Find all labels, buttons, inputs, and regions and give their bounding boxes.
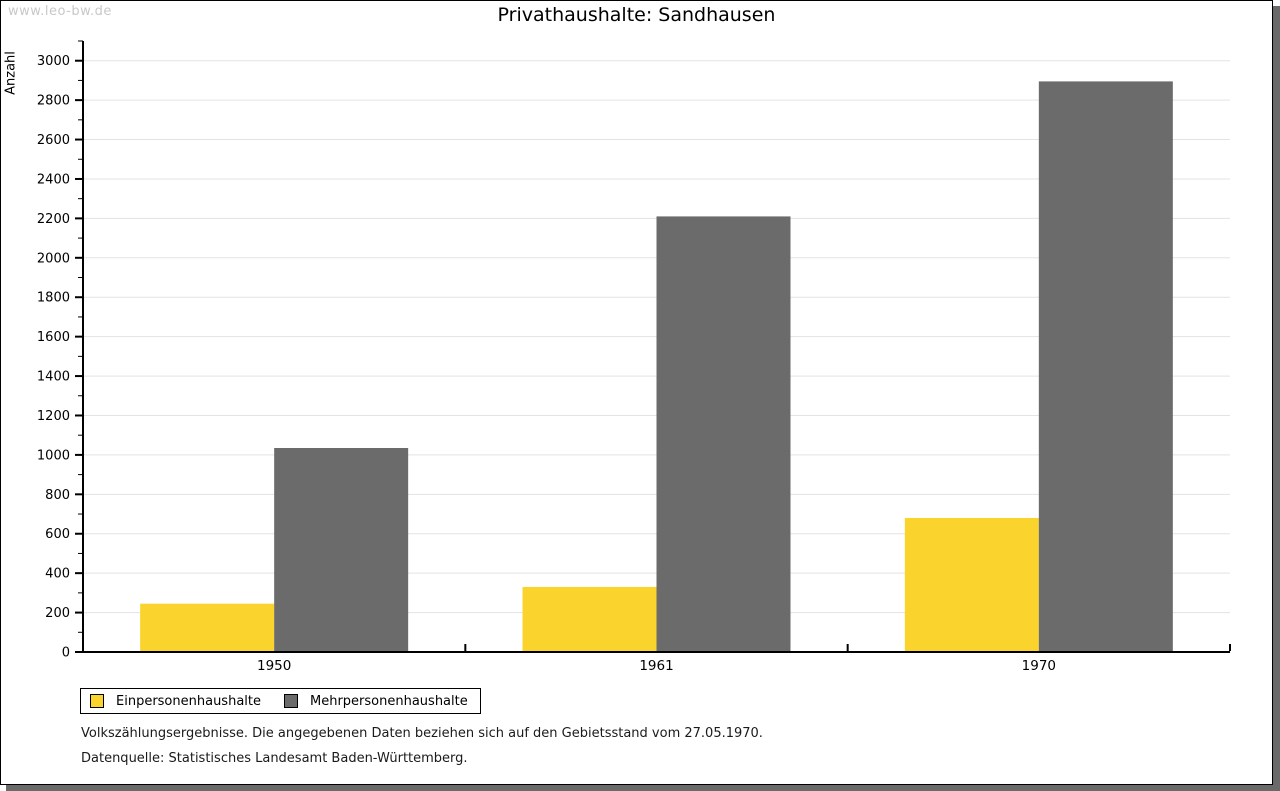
bar-einpersonenhaushalte-1970 xyxy=(904,517,1039,652)
chart-title: Privathaushalte: Sandhausen xyxy=(497,4,776,26)
y-tick-label-2200: 2200 xyxy=(37,212,70,227)
legend-swatch-einpersonenhaushalte xyxy=(90,694,104,708)
legend-swatch-mehrpersonenhaushalte xyxy=(284,694,298,708)
bar-mehrpersonenhaushalte-1950 xyxy=(274,448,409,652)
y-tick-label-2600: 2600 xyxy=(37,133,70,148)
y-tick-label-800: 800 xyxy=(45,488,70,503)
y-tick-label-3000: 3000 xyxy=(37,54,70,69)
bar-mehrpersonenhaushalte-1970 xyxy=(1038,81,1173,652)
legend: Einpersonenhaushalte Mehrpersonenhaushal… xyxy=(80,688,481,714)
x-tick-label-1950: 1950 xyxy=(257,658,291,674)
y-tick-label-400: 400 xyxy=(45,567,70,582)
y-tick-label-0: 0 xyxy=(62,646,70,661)
x-tick-label-1961: 1961 xyxy=(639,658,673,674)
y-tick-label-2000: 2000 xyxy=(37,251,70,266)
watermark: www.leo-bw.de xyxy=(8,4,112,19)
bar-einpersonenhaushalte-1950 xyxy=(140,603,275,652)
y-tick-label-2400: 2400 xyxy=(37,172,70,187)
y-tick-label-600: 600 xyxy=(45,527,70,542)
legend-label-einpersonenhaushalte: Einpersonenhaushalte xyxy=(116,693,261,709)
frame-shadow-right xyxy=(1273,6,1280,791)
frame-shadow-bottom xyxy=(6,785,1273,791)
footnote-census-note: Volkszählungsergebnisse. Die angegebenen… xyxy=(81,726,763,741)
y-tick-label-1200: 1200 xyxy=(37,409,70,424)
y-tick-label-1000: 1000 xyxy=(37,448,70,463)
y-tick-label-200: 200 xyxy=(45,606,70,621)
y-tick-label-1800: 1800 xyxy=(37,291,70,306)
x-tick-label-1970: 1970 xyxy=(1022,658,1056,674)
bar-einpersonenhaushalte-1961 xyxy=(522,586,657,652)
legend-label-mehrpersonenhaushalte: Mehrpersonenhaushalte xyxy=(310,693,468,709)
y-tick-label-1400: 1400 xyxy=(37,370,70,385)
bar-chart-plot: 0 200 400 600 800 1000 1200 1400 1600 1800 2000 220… xyxy=(37,40,1231,674)
y-tick-label-1600: 1600 xyxy=(37,330,70,345)
footnote-data-source: Datenquelle: Statistisches Landesamt Bad… xyxy=(81,751,468,766)
bar-mehrpersonenhaushalte-1961 xyxy=(656,216,791,652)
y-tick-label-2800: 2800 xyxy=(37,94,70,109)
